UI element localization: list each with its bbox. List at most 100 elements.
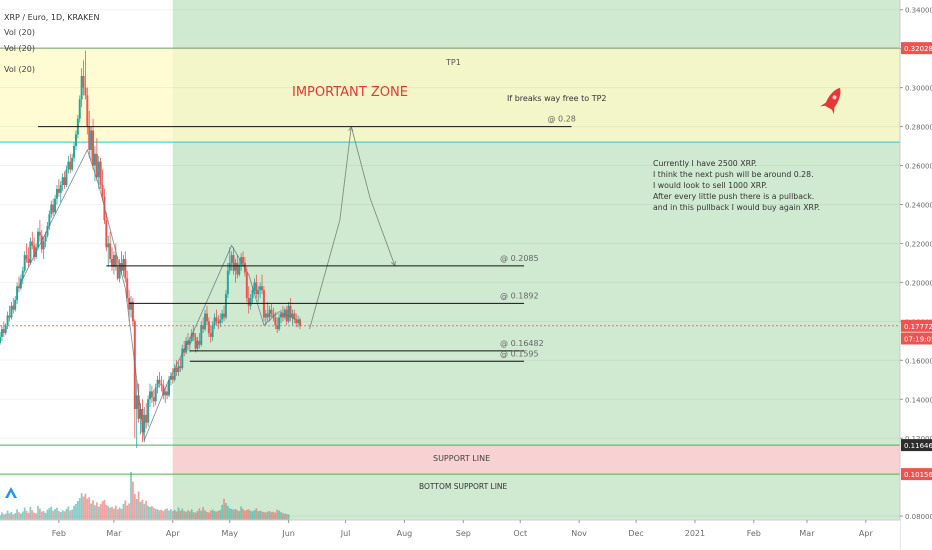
- candle[interactable]: [0, 336, 1, 343]
- candle[interactable]: [44, 235, 47, 242]
- candle[interactable]: [299, 319, 301, 326]
- candle[interactable]: [211, 325, 214, 337]
- candle[interactable]: [131, 301, 134, 322]
- candle[interactable]: [147, 399, 150, 423]
- candle[interactable]: [73, 146, 76, 158]
- price-axis[interactable]: 0.340000.320000.300000.280000.260000.240…: [899, 0, 932, 550]
- candle[interactable]: [107, 243, 110, 248]
- candle[interactable]: [93, 153, 96, 166]
- candle[interactable]: [291, 313, 294, 318]
- candle[interactable]: [126, 278, 129, 298]
- trend-drawing[interactable]: [18, 148, 297, 442]
- candle[interactable]: [228, 262, 231, 271]
- candle[interactable]: [74, 134, 77, 147]
- candle[interactable]: [105, 220, 108, 248]
- level-label[interactable]: @ 0.2085: [500, 254, 539, 263]
- candle[interactable]: [92, 130, 95, 166]
- candle[interactable]: [46, 225, 49, 236]
- candle[interactable]: [181, 348, 184, 369]
- candle[interactable]: [48, 214, 51, 226]
- candle[interactable]: [17, 286, 20, 289]
- candle[interactable]: [247, 297, 250, 306]
- candle[interactable]: [8, 315, 11, 318]
- candle[interactable]: [234, 262, 237, 271]
- candle[interactable]: [38, 231, 41, 236]
- candle[interactable]: [82, 75, 85, 88]
- candle[interactable]: [149, 391, 151, 400]
- candle[interactable]: [154, 387, 157, 402]
- important-zone-label[interactable]: IMPORTANT ZONE: [292, 85, 408, 100]
- candle[interactable]: [97, 161, 100, 178]
- candle[interactable]: [198, 340, 201, 345]
- candle[interactable]: [272, 313, 275, 318]
- candle[interactable]: [162, 385, 165, 396]
- candle[interactable]: [152, 397, 155, 402]
- candle[interactable]: [84, 87, 87, 96]
- level-label[interactable]: @ 0.1595: [500, 349, 539, 358]
- candle[interactable]: [213, 317, 216, 326]
- candle[interactable]: [261, 286, 264, 291]
- candle[interactable]: [276, 325, 279, 330]
- candle[interactable]: [109, 243, 112, 260]
- levels-layer[interactable]: @ 0.28 @ 0.2085 @ 0.1892 @ 0.16482@ 0.1595: [37, 115, 576, 362]
- candle[interactable]: [36, 231, 39, 248]
- candle[interactable]: [205, 313, 208, 322]
- price-tag[interactable]: [901, 439, 932, 452]
- candle[interactable]: [137, 395, 140, 419]
- candle[interactable]: [139, 408, 142, 419]
- candle[interactable]: [242, 257, 245, 263]
- candle[interactable]: [124, 259, 127, 279]
- candle[interactable]: [249, 297, 252, 306]
- candle[interactable]: [190, 333, 193, 341]
- candle[interactable]: [23, 255, 26, 271]
- candle[interactable]: [219, 319, 222, 324]
- candle[interactable]: [114, 255, 117, 267]
- candle[interactable]: [25, 255, 28, 260]
- candle[interactable]: [0, 329, 3, 337]
- candle[interactable]: [57, 188, 60, 193]
- candle[interactable]: [156, 379, 159, 388]
- candle[interactable]: [80, 75, 83, 100]
- tradingview-logo[interactable]: [3, 484, 19, 500]
- candle[interactable]: [21, 270, 24, 279]
- candle[interactable]: [29, 241, 32, 263]
- candle[interactable]: [226, 270, 229, 295]
- candle[interactable]: [281, 313, 284, 318]
- candle[interactable]: [160, 383, 163, 386]
- candle[interactable]: [207, 321, 210, 334]
- candle[interactable]: [135, 395, 138, 409]
- candle[interactable]: [118, 262, 121, 279]
- candle[interactable]: [238, 264, 241, 275]
- candle[interactable]: [59, 185, 62, 193]
- candle[interactable]: [112, 255, 115, 267]
- candle[interactable]: [293, 313, 296, 320]
- candle[interactable]: [145, 414, 148, 423]
- candle[interactable]: [42, 241, 45, 250]
- trade-plan-note[interactable]: Currently I have 2500 XRP. I think the n…: [653, 159, 820, 212]
- candle[interactable]: [63, 177, 66, 186]
- candle[interactable]: [266, 313, 269, 318]
- candle[interactable]: [16, 286, 19, 300]
- candle[interactable]: [88, 126, 91, 150]
- bottom-support-line-label[interactable]: BOTTOM SUPPORT LINE: [419, 482, 508, 491]
- candle[interactable]: [120, 262, 123, 271]
- candle[interactable]: [6, 315, 9, 326]
- candle[interactable]: [179, 366, 182, 369]
- candle[interactable]: [278, 317, 281, 330]
- candle[interactable]: [50, 204, 53, 215]
- candle[interactable]: [78, 99, 81, 119]
- candle[interactable]: [209, 333, 212, 337]
- candle[interactable]: [14, 299, 17, 310]
- price-tag[interactable]: [901, 42, 932, 55]
- candle[interactable]: [274, 317, 277, 326]
- candle[interactable]: [166, 391, 169, 396]
- candle[interactable]: [253, 282, 256, 291]
- candle[interactable]: [204, 313, 207, 330]
- candle[interactable]: [65, 169, 68, 186]
- candle[interactable]: [99, 161, 102, 186]
- candle[interactable]: [177, 366, 180, 372]
- candle[interactable]: [280, 313, 283, 318]
- candle[interactable]: [101, 185, 104, 197]
- price-tag[interactable]: [901, 319, 932, 332]
- candle[interactable]: [31, 241, 34, 246]
